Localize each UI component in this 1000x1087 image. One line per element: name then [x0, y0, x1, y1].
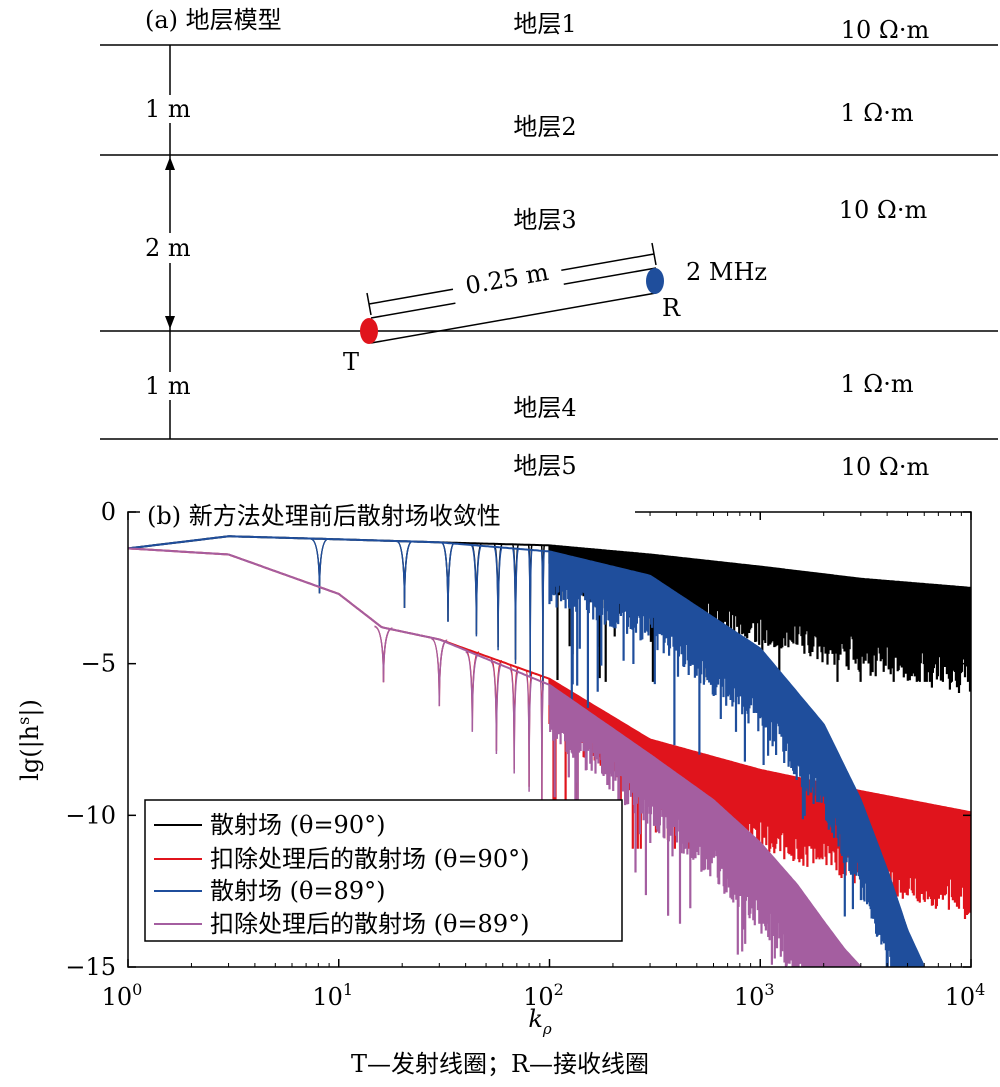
y-tick-label-2: −10 — [65, 801, 116, 829]
chart-title: (b) 新方法处理前后散射场收敛性 — [147, 502, 501, 530]
series-3-notch — [374, 625, 393, 683]
panel-a-title: (a) 地层模型 — [145, 6, 282, 34]
panel-a-formation-model: (a) 地层模型 1 m 2 m 1 m 地层1 地层2 地层3 地层4 地层5… — [100, 6, 998, 481]
legend-label-1: 扣除处理后的散射场 (θ=90°) — [210, 845, 529, 873]
dim-label-layer3: 2 m — [145, 234, 191, 262]
series-3-notch — [490, 661, 503, 755]
series-3-notch — [465, 651, 480, 732]
series-3-notch — [525, 674, 533, 792]
figure-caption: T—发射线圈；R—接收线圈 — [351, 1050, 649, 1078]
layer-name-4: 地层4 — [513, 394, 576, 422]
legend-label-2: 散射场 (θ=89°) — [210, 877, 385, 905]
arrow-up-icon — [165, 157, 175, 170]
logging-tool: 0.25 m — [360, 242, 664, 344]
ticks-layer: 100 101 102 103 104 0 −5 −10 −15 — [65, 498, 985, 1011]
y-tick-label-1: −5 — [81, 650, 116, 678]
dim-label-layer4: 1 m — [145, 372, 191, 400]
arrow-down-icon — [165, 316, 175, 329]
resistivity-5: 10 Ω·m — [841, 453, 930, 481]
legend-label-0: 散射场 (θ=90°) — [210, 811, 385, 839]
resistivity-1: 10 Ω·m — [841, 16, 930, 44]
x-tick-label-0: 100 — [102, 980, 143, 1011]
receiver-coil — [646, 268, 664, 294]
x-axis-label: kρ — [528, 1005, 552, 1038]
receiver-label: R — [662, 294, 681, 322]
x-tick-label-1: 101 — [312, 980, 353, 1011]
legend: 散射场 (θ=90°) 扣除处理后的散射场 (θ=90°) 散射场 (θ=89°… — [144, 799, 623, 942]
x-tick-label-2: 102 — [523, 980, 564, 1011]
resistivity-3: 10 Ω·m — [839, 196, 928, 224]
panel-b-chart: 100 101 102 103 104 0 −5 −10 −15 (b) 新方法处理前后散射场收… — [14, 498, 985, 1038]
series-2-notch — [540, 549, 546, 691]
x-tick-label-3: 103 — [734, 980, 775, 1011]
x-tick-label-4: 104 — [945, 980, 986, 1011]
series-3-notch — [509, 668, 520, 774]
series-3 — [128, 547, 862, 967]
y-tick-label-3: −15 — [65, 953, 116, 981]
y-tick-label-0: 0 — [101, 498, 116, 526]
series-2-notch — [470, 544, 483, 637]
series-layer — [128, 535, 971, 967]
series-3-notch — [431, 638, 448, 707]
layer-name-3: 地层3 — [513, 206, 576, 234]
layer-name-2: 地层2 — [513, 113, 576, 141]
series-2-notch — [511, 547, 520, 664]
transmitter-label: T — [343, 348, 359, 376]
transmitter-coil — [360, 318, 378, 344]
dim-label-layer2: 1 m — [145, 95, 191, 123]
layer-name-5: 地层5 — [513, 452, 576, 480]
frequency-label: 2 MHz — [686, 258, 767, 286]
series-2-oscillation — [548, 551, 925, 967]
resistivity-4: 1 Ω·m — [840, 370, 913, 398]
legend-box — [144, 799, 623, 942]
series-2-notch — [396, 540, 413, 609]
legend-label-3: 扣除处理后的散射场 (θ=89°) — [210, 910, 529, 938]
series-2-notch — [440, 542, 455, 622]
series-2-notch — [527, 548, 533, 678]
series-2-notch — [310, 537, 329, 594]
layer-name-1: 地层1 — [513, 10, 576, 38]
y-axis-label: lg(|hs|) — [14, 699, 45, 781]
resistivity-2: 1 Ω·m — [840, 99, 913, 127]
series-2 — [128, 535, 925, 967]
series-3-notch — [539, 679, 545, 810]
series-2-notch — [493, 546, 504, 651]
